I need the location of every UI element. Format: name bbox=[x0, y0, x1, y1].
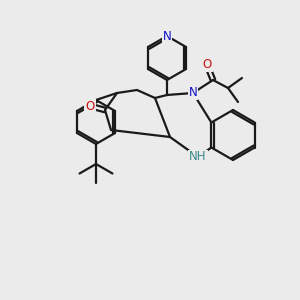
Text: O: O bbox=[85, 100, 94, 112]
Text: O: O bbox=[202, 58, 211, 71]
Text: O: O bbox=[85, 100, 94, 112]
Text: N: N bbox=[163, 29, 171, 43]
Text: N: N bbox=[189, 86, 197, 100]
Text: NH: NH bbox=[189, 151, 207, 164]
Text: O: O bbox=[202, 58, 211, 71]
Text: NH: NH bbox=[189, 151, 207, 164]
Text: N: N bbox=[189, 86, 197, 100]
Text: N: N bbox=[163, 29, 171, 43]
